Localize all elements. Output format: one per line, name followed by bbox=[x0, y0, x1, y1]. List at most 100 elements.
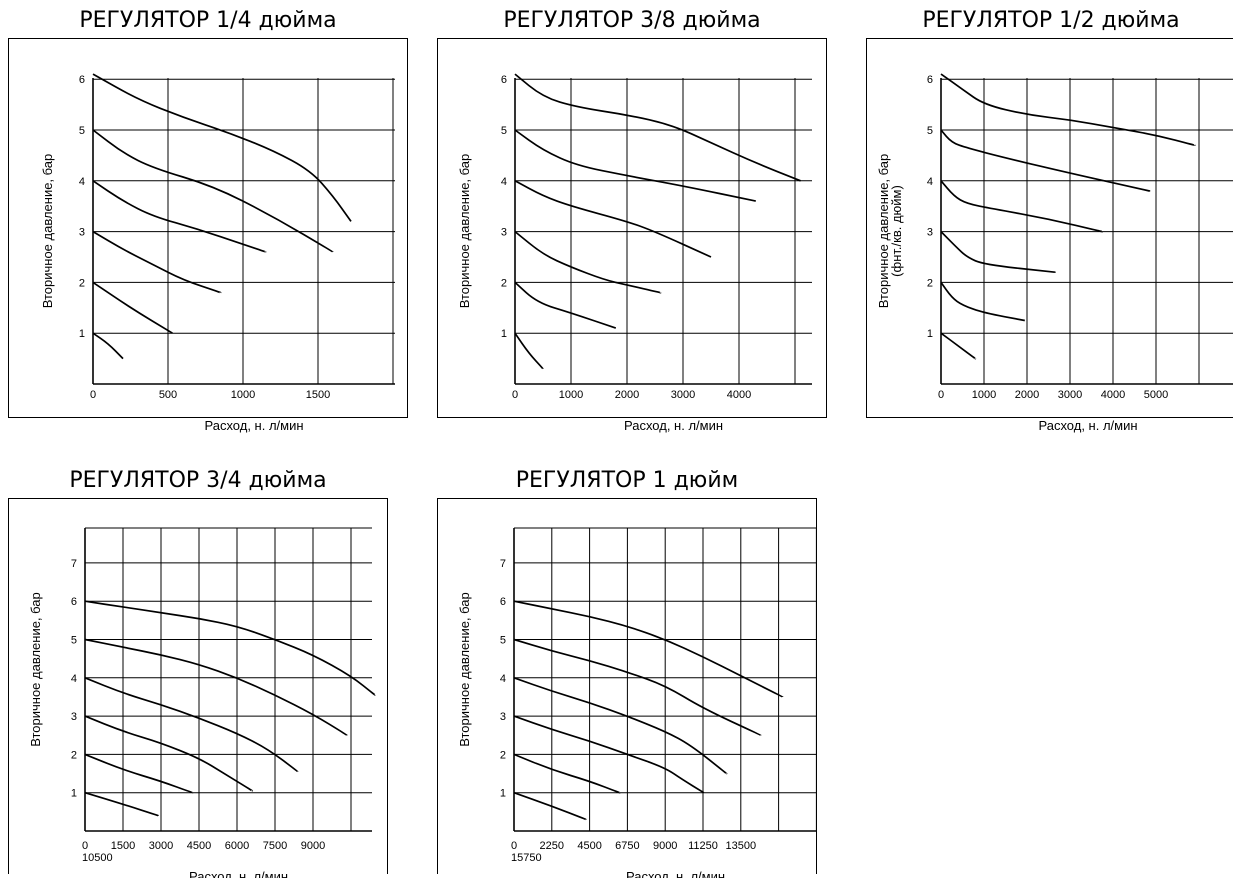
series-line-3 bbox=[92, 230, 222, 294]
series-line-3 bbox=[513, 715, 705, 794]
series-line-3 bbox=[84, 715, 254, 792]
grid bbox=[940, 78, 1233, 385]
x-tick-label: 1500 bbox=[306, 389, 330, 401]
chart-regulator-1-2: РЕГУЛЯТОР 1/2 дюйма 1 2 3 4 5 6 0 1000 2000 3000 4… bbox=[866, 8, 1233, 433]
series-line-6 bbox=[940, 73, 1196, 147]
chart-title: РЕГУЛЯТОР 1/2 дюйма bbox=[922, 8, 1180, 33]
y-tick-label: 2 bbox=[71, 749, 77, 761]
series-line-6 bbox=[84, 600, 376, 696]
x-tick-label: 3000 bbox=[671, 389, 695, 401]
series-line-6 bbox=[92, 73, 352, 222]
y-tick-label: 7 bbox=[500, 558, 506, 570]
x-axis-title: Расход, н. л/мин bbox=[626, 869, 725, 878]
chart-regulator-3-4: РЕГУЛЯТОР 3/4 дюйма 1 2 3 4 5 6 7 0 1500 3000 4500… bbox=[8, 468, 388, 878]
chart-plot: 1 2 3 4 5 6 0 1000 2000 3000 4000 Расход, н. л/мин В… bbox=[457, 73, 812, 433]
x-tick-label: 9000 bbox=[653, 840, 677, 852]
series-line-6 bbox=[513, 600, 784, 698]
series-line-4 bbox=[92, 180, 267, 253]
series-line-6 bbox=[514, 73, 801, 182]
x-tick-label: 1000 bbox=[972, 389, 996, 401]
y-axis-title-unit: (фнт./кв. дюйм) bbox=[889, 185, 904, 277]
x-axis-title: Расход, н. л/мин bbox=[204, 418, 303, 433]
y-tick-label: 6 bbox=[500, 596, 506, 608]
series-line-1 bbox=[514, 332, 544, 370]
y-axis-title: Вторичное давление, бар bbox=[457, 154, 472, 309]
x-axis-title: Расход, н. л/мин bbox=[1038, 418, 1137, 433]
grid bbox=[513, 527, 817, 832]
series-line-1 bbox=[84, 791, 160, 817]
series-line-5 bbox=[513, 638, 762, 737]
series-line-4 bbox=[514, 180, 712, 258]
x-tick-label: 6000 bbox=[225, 840, 249, 852]
y-tick-label: 4 bbox=[79, 176, 85, 188]
series-line-2 bbox=[513, 753, 621, 794]
y-tick-label: 3 bbox=[79, 227, 85, 239]
y-tick-label: 4 bbox=[501, 176, 507, 188]
series-line-3 bbox=[514, 230, 662, 294]
x-tick-label: 6750 bbox=[615, 840, 639, 852]
y-tick-label: 2 bbox=[927, 277, 933, 289]
x-tick-label: 4000 bbox=[1101, 389, 1125, 401]
y-tick-label: 5 bbox=[71, 635, 77, 647]
y-axis-title: Вторичное давление, бар bbox=[457, 592, 472, 747]
y-tick-label: 5 bbox=[501, 125, 507, 137]
series-line-1 bbox=[940, 332, 977, 360]
y-tick-label: 1 bbox=[79, 328, 85, 340]
grid bbox=[514, 78, 812, 385]
x-tick-label: 7500 bbox=[263, 840, 287, 852]
y-tick-label: 3 bbox=[927, 227, 933, 239]
series-line-5 bbox=[514, 129, 756, 202]
grid bbox=[92, 78, 395, 385]
y-tick-label: 3 bbox=[500, 711, 506, 723]
chart-plot: 1 2 3 4 5 6 0 1000 2000 3000 4000 5000 Расход, н. л/… bbox=[876, 73, 1233, 433]
y-tick-label: 2 bbox=[501, 277, 507, 289]
chart-title: РЕГУЛЯТОР 3/8 дюйма bbox=[503, 8, 761, 33]
chart-frame bbox=[8, 498, 388, 874]
x-tick-label: 4500 bbox=[577, 840, 601, 852]
y-tick-label: 3 bbox=[71, 711, 77, 723]
chart-regulator-3-8: РЕГУЛЯТОР 3/8 дюйма 1 2 3 4 5 6 0 1000 2000 3000 4… bbox=[437, 8, 827, 433]
y-tick-label: 5 bbox=[927, 125, 933, 137]
x-tick-label: 2000 bbox=[1015, 389, 1039, 401]
series-line-2 bbox=[940, 281, 1025, 322]
x-tick-label: 2000 bbox=[615, 389, 639, 401]
x-tick-label: 1500 bbox=[111, 840, 135, 852]
series-line-2 bbox=[92, 281, 173, 334]
y-tick-label: 6 bbox=[79, 74, 85, 86]
x-tick-label: 0 bbox=[511, 840, 517, 852]
y-tick-label: 1 bbox=[927, 328, 933, 340]
x-tick-label: 5000 bbox=[1144, 389, 1168, 401]
y-tick-label: 1 bbox=[501, 328, 507, 340]
series-line-4 bbox=[84, 677, 299, 773]
y-tick-label: 4 bbox=[500, 673, 506, 685]
x-tick-label: 13500 bbox=[726, 840, 757, 852]
y-tick-label: 2 bbox=[500, 749, 506, 761]
chart-title: РЕГУЛЯТОР 1/4 дюйма bbox=[79, 8, 337, 33]
x-tick-label: 0 bbox=[82, 840, 88, 852]
x-tick-label: 3000 bbox=[149, 840, 173, 852]
chart-plot: 1 2 3 4 5 6 7 0 1500 3000 4500 6000 7500 9000 10500 Рас… bbox=[28, 527, 376, 878]
x-tick-label: 3000 bbox=[1058, 389, 1082, 401]
chart-plot: 1 2 3 4 5 6 7 0 2250 4500 6750 9000 11250 13500 15750 Р… bbox=[457, 527, 817, 878]
series-line-1 bbox=[92, 332, 124, 360]
x-tick-label: 9000 bbox=[301, 840, 325, 852]
y-tick-label: 1 bbox=[500, 788, 506, 800]
x-tick-label: 500 bbox=[159, 389, 177, 401]
x-tick-label: 1000 bbox=[559, 389, 583, 401]
y-axis-title: Вторичное давление, бар bbox=[28, 592, 43, 747]
y-tick-label: 1 bbox=[71, 788, 77, 800]
x-tick-label: 4500 bbox=[187, 840, 211, 852]
x-axis-title: Расход, н. л/мин bbox=[624, 418, 723, 433]
series-line-3 bbox=[940, 231, 1056, 274]
series-line-2 bbox=[514, 281, 617, 329]
x-tick-label: 11250 bbox=[688, 840, 718, 852]
y-tick-label: 6 bbox=[501, 74, 507, 86]
x-tick-label: 0 bbox=[938, 389, 944, 401]
y-tick-label: 3 bbox=[501, 227, 507, 239]
chart-regulator-1: РЕГУЛЯТОР 1 дюйм 1 2 3 4 5 6 7 0 2250 4500 6750 900… bbox=[437, 468, 817, 878]
series-line-5 bbox=[92, 129, 334, 253]
y-tick-label: 5 bbox=[500, 635, 506, 647]
series-line-1 bbox=[513, 791, 587, 821]
x-tick-label: 0 bbox=[512, 389, 518, 401]
series-line-2 bbox=[84, 753, 194, 794]
